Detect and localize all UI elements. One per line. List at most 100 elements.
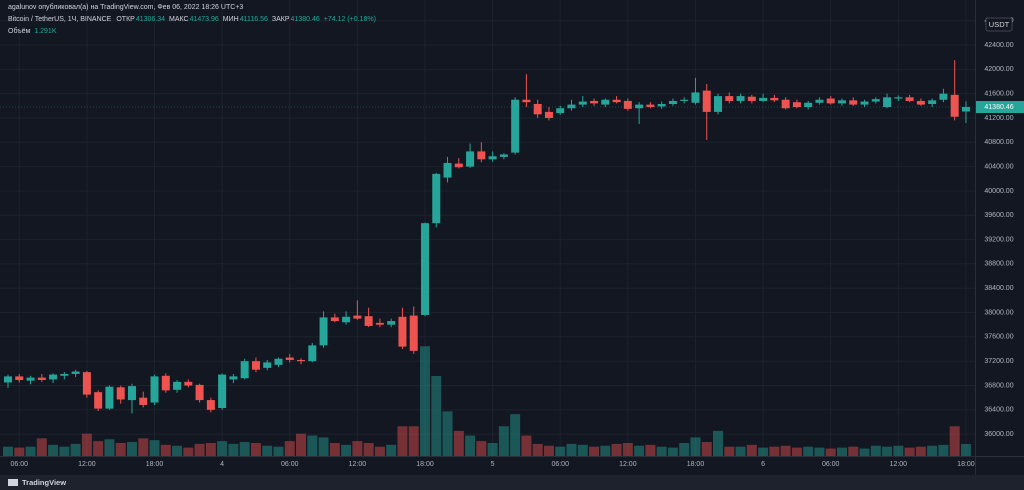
y-tick-label: 42400.00 [984,42,1013,49]
candle-body [82,372,91,395]
candle-body [105,386,114,409]
volume-bar [825,448,836,456]
legend-low-value: 41116.56 [240,16,268,23]
legend-open-value: 41306.34 [136,16,165,23]
volume-bar [48,444,59,456]
candle-body [432,173,441,224]
x-tick-label: 12:00 [619,461,637,468]
volume-bar [36,438,47,456]
candle-body [285,357,294,360]
volume-bar [611,443,622,456]
volume-bar [724,446,735,456]
candle-body [364,316,373,326]
volume-bar [453,430,464,456]
candle-body [499,154,508,157]
volume-bar [667,447,678,456]
candle-body [330,317,339,322]
volume-pane [3,346,971,456]
candle-body [229,376,238,380]
legend-open-label: ОТКР [116,16,135,23]
volume-bar [93,441,104,456]
candle-body [905,97,914,101]
volume-bar [172,445,183,456]
candle-body [939,93,948,100]
candle-body [71,371,80,374]
volume-bar [634,445,645,456]
x-tick-label: 6 [761,461,765,468]
candle-body [916,100,925,105]
x-tick-label: 06:00 [822,461,840,468]
volume-bar [927,445,938,456]
candle-body [251,361,260,370]
y-tick-label: 36000.00 [984,431,1013,438]
x-tick-label: 12:00 [349,461,367,468]
volume-bar [25,446,36,456]
volume-bar [284,441,295,456]
volume-bar [262,445,273,456]
price-label-box [976,101,1024,114]
volume-bar [735,446,746,456]
x-tick-label: 18:00 [416,461,434,468]
candle-body [116,387,125,400]
volume-bar [836,447,847,456]
candle-body [702,90,711,112]
y-tick-label: 38400.00 [984,285,1013,292]
volume-bar [690,437,701,456]
candle-body [657,103,666,107]
candle-body [319,317,328,346]
volume-bar [882,446,893,456]
x-tick-label: 18:00 [687,461,705,468]
volume-bar [949,426,960,456]
y-tick-label: 40800.00 [984,139,1013,146]
candle-body [680,99,689,101]
volume-bar [758,447,769,456]
y-tick-label: 40400.00 [984,163,1013,170]
candle-body [826,98,835,104]
candle-body [139,397,148,405]
x-tick-label: 06:00 [281,461,299,468]
candle-body [770,97,779,101]
candle-body [544,111,553,118]
candle-body [747,96,756,101]
candle-body [849,100,858,105]
volume-bar [656,446,667,456]
volume-bar [104,439,115,456]
candle-body [420,223,429,315]
candle-body [94,392,103,409]
volume-bar [498,426,509,456]
candle-body [736,96,745,101]
volume-bar [296,433,307,456]
author-line: agalunov опубликовал(а) на TradingView.c… [8,3,243,11]
legend-title: Bitcoin / TetherUS, 1Ч, BINANCE [8,16,112,23]
volume-bar [408,426,419,456]
x-tick-label: 18:00 [957,461,975,468]
volume-bar [713,430,724,456]
candle-body [161,375,170,391]
volume-bar [183,447,194,456]
candle-body [792,102,801,108]
volume-bar [126,442,137,456]
x-tick-label: 4 [220,461,224,468]
volume-bar [803,446,814,456]
volume-bar [205,442,216,456]
volume-bar [217,441,228,456]
volume-bar [893,445,904,456]
volume-bar [194,443,205,456]
candle-body [488,156,497,160]
candle-body [860,101,869,105]
legend-low-label: МИН [223,16,239,23]
candle-body [590,100,599,104]
volume-bar [746,444,757,456]
y-tick-label: 39600.00 [984,212,1013,219]
volume-bar [318,437,329,456]
x-tick-label: 12:00 [78,461,96,468]
volume-bar [465,435,476,456]
candle-body [601,99,610,105]
candle-body [409,315,418,351]
logo [8,479,18,486]
candle-body [894,97,903,99]
candle-body [578,101,587,105]
candle-body [781,99,790,109]
